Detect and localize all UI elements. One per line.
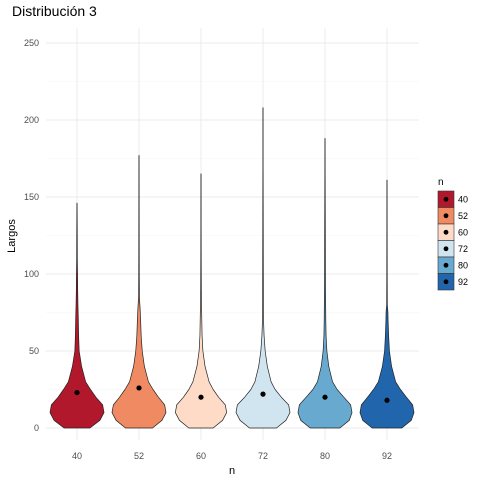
legend-label-40: 40 xyxy=(458,194,468,204)
mean-point-72 xyxy=(260,391,266,397)
violins xyxy=(49,107,415,429)
y-tick-label: 0 xyxy=(34,423,39,433)
y-tick-label: 100 xyxy=(24,269,39,279)
chart-title: Distribución 3 xyxy=(12,3,97,19)
x-tick-label: 60 xyxy=(196,451,206,461)
violin-92 xyxy=(359,179,415,429)
legend-label-80: 80 xyxy=(458,260,468,270)
mean-point-52 xyxy=(136,385,142,391)
violin-52 xyxy=(111,155,167,429)
legend-title: n xyxy=(438,177,444,188)
mean-point-60 xyxy=(198,394,204,400)
y-tick-label: 200 xyxy=(24,115,39,125)
y-axis-label: Largos xyxy=(6,219,18,253)
y-tick-label: 150 xyxy=(24,192,39,202)
x-tick-label: 92 xyxy=(382,451,392,461)
x-axis-label: n xyxy=(229,465,235,477)
y-tick-label: 50 xyxy=(29,346,39,356)
legend-point-40 xyxy=(443,196,449,202)
x-tick-label: 72 xyxy=(258,451,268,461)
violin-80 xyxy=(297,138,353,429)
legend-point-80 xyxy=(443,262,449,268)
x-tick-label: 52 xyxy=(134,451,144,461)
legend-point-92 xyxy=(443,279,449,285)
violin-60 xyxy=(175,173,227,429)
legend-label-92: 92 xyxy=(458,277,468,287)
legend-point-52 xyxy=(443,213,449,219)
legend-label-72: 72 xyxy=(458,244,468,254)
mean-point-92 xyxy=(384,397,390,403)
x-axis-ticks: 40 52 60 72 80 92 xyxy=(72,451,392,461)
plot-background xyxy=(46,28,419,440)
legend-point-72 xyxy=(443,246,449,252)
grid xyxy=(46,28,419,440)
x-tick-label: 40 xyxy=(72,451,82,461)
mean-point-40 xyxy=(74,389,80,396)
violin-72 xyxy=(235,107,291,429)
x-tick-label: 80 xyxy=(320,451,330,461)
mean-point-80 xyxy=(322,394,328,400)
y-tick-label: 250 xyxy=(24,38,39,48)
legend-label-52: 52 xyxy=(458,211,468,221)
legend: n 40 52 60 72 80 92 xyxy=(437,177,468,291)
violin-40 xyxy=(49,202,105,429)
y-axis-ticks: 0 50 100 150 200 250 xyxy=(24,38,39,433)
legend-label-60: 60 xyxy=(458,227,468,237)
legend-point-60 xyxy=(443,229,449,235)
